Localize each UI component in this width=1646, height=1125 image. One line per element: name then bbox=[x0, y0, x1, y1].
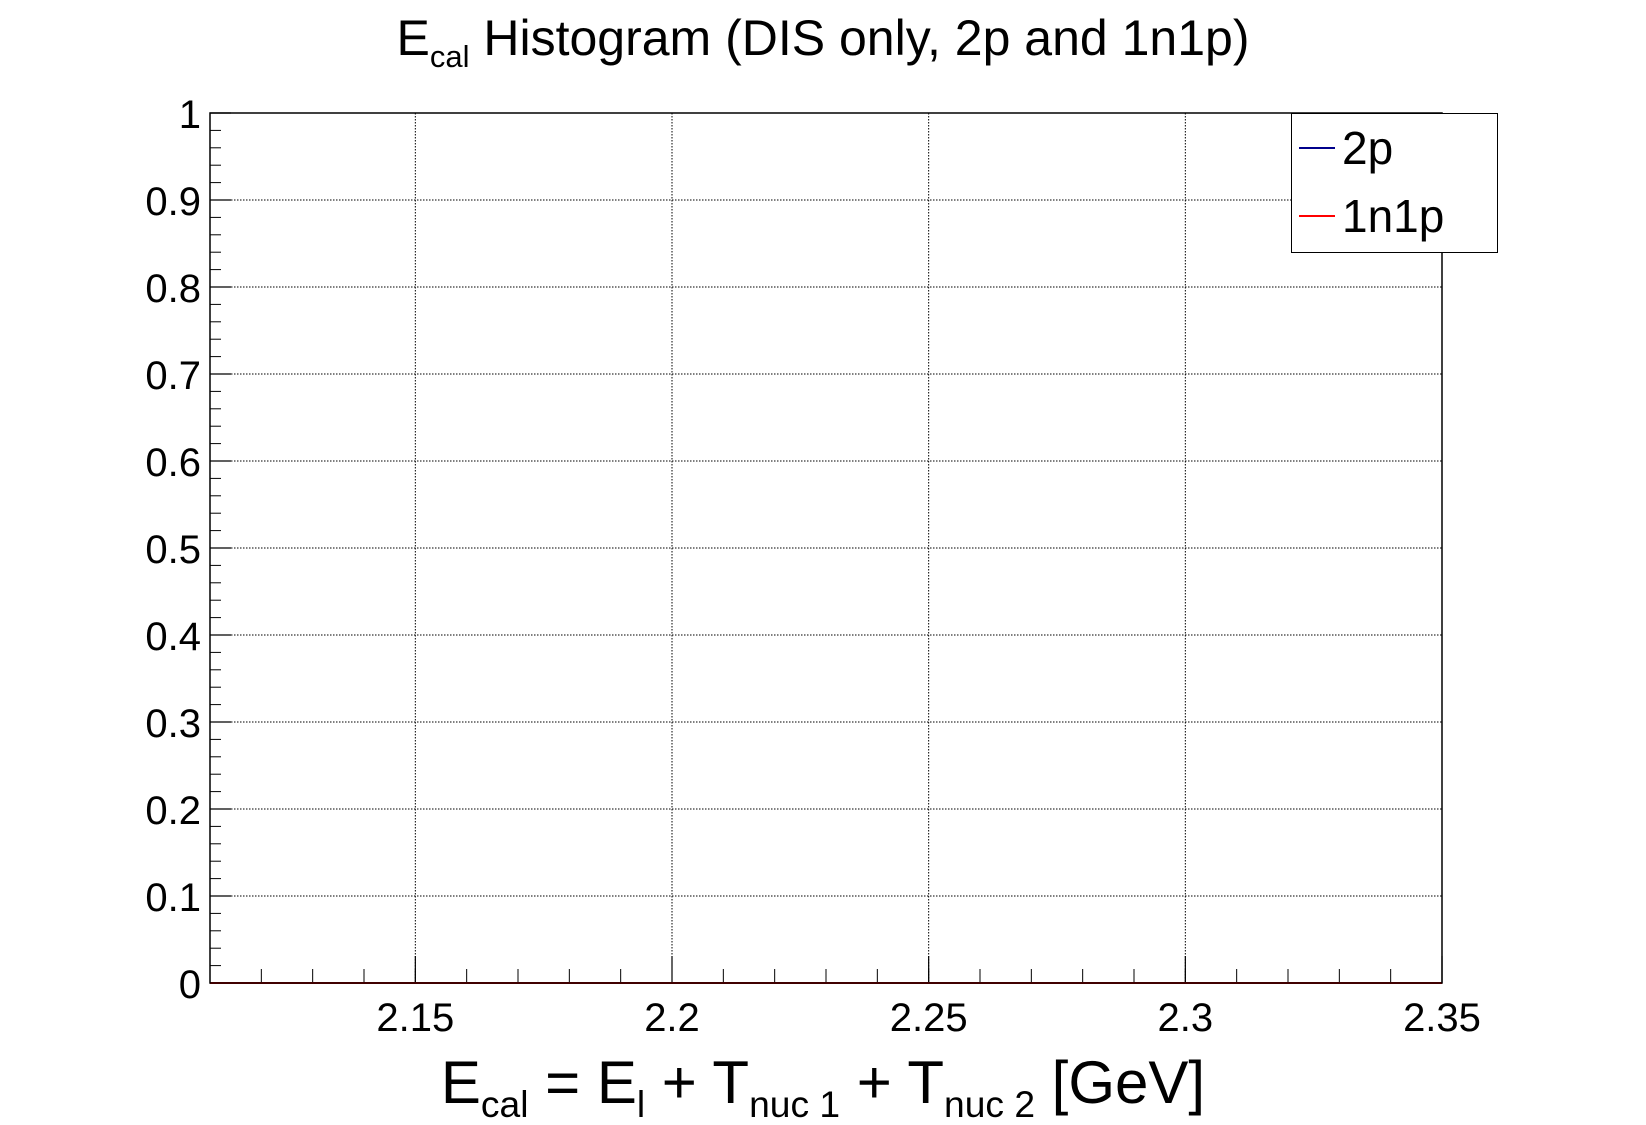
x-label-subscript: nuc 1 bbox=[749, 1083, 841, 1125]
legend-item-1n1p: 1n1p bbox=[1292, 187, 1497, 247]
y-tick-label: 0.8 bbox=[145, 267, 201, 311]
x-label-part: [GeV] bbox=[1035, 1049, 1206, 1116]
y-tick-label: 0.2 bbox=[145, 789, 201, 833]
x-label-part: E bbox=[440, 1049, 481, 1116]
x-tick-labels: 2.15 2.2 2.25 2.3 2.35 bbox=[376, 996, 1481, 1040]
grid-lines bbox=[210, 113, 1442, 983]
x-label-part: + T bbox=[645, 1049, 750, 1116]
y-tick-labels: 0 0.1 0.2 0.3 0.4 0.5 0.6 0.7 0.8 0.9 1 bbox=[145, 93, 201, 1007]
y-tick-label: 0.7 bbox=[145, 354, 201, 398]
x-axis-label-text: Ecal = El + Tnuc 1 + Tnuc 2 [GeV] bbox=[440, 1049, 1206, 1123]
legend-label-1n1p: 1n1p bbox=[1342, 190, 1445, 242]
y-tick-label: 0.9 bbox=[145, 180, 201, 224]
y-tick-label: 0.6 bbox=[145, 441, 201, 485]
legend-swatch-1n1p bbox=[1299, 215, 1335, 217]
title-rest: Histogram (DIS only, 2p and 1n1p) bbox=[469, 10, 1250, 66]
x-axis-label: Ecal = El + Tnuc 1 + Tnuc 2 [GeV] bbox=[0, 1048, 1646, 1123]
y-tick-label: 0.1 bbox=[145, 876, 201, 920]
x-label-subscript: cal bbox=[480, 1083, 529, 1125]
x-label-subscript: l bbox=[636, 1083, 646, 1125]
title-main: E bbox=[396, 10, 430, 66]
x-tick-label: 2.25 bbox=[890, 996, 968, 1040]
x-label-part: = E bbox=[528, 1049, 637, 1116]
legend: 2p 1n1p bbox=[1291, 113, 1498, 253]
x-tick-label: 2.3 bbox=[1158, 996, 1214, 1040]
y-tick-label: 0.5 bbox=[145, 528, 201, 572]
chart-title: Ecal Histogram (DIS only, 2p and 1n1p) bbox=[0, 8, 1646, 72]
y-tick-label: 0 bbox=[179, 963, 201, 1007]
legend-item-2p: 2p bbox=[1292, 119, 1497, 179]
y-tick-label: 0.4 bbox=[145, 615, 201, 659]
x-label-part: + T bbox=[840, 1049, 945, 1116]
x-label-subscript: nuc 2 bbox=[944, 1083, 1036, 1125]
legend-label-2p: 2p bbox=[1342, 122, 1394, 174]
y-tick-label: 0.3 bbox=[145, 702, 201, 746]
legend-swatch-2p bbox=[1299, 147, 1335, 149]
title-sub: cal bbox=[429, 38, 470, 74]
x-tick-label: 2.2 bbox=[644, 996, 700, 1040]
x-tick-label: 2.15 bbox=[376, 996, 454, 1040]
plot-frame bbox=[209, 112, 1443, 984]
x-tick-label: 2.35 bbox=[1403, 996, 1481, 1040]
y-tick-label: 1 bbox=[179, 93, 201, 137]
